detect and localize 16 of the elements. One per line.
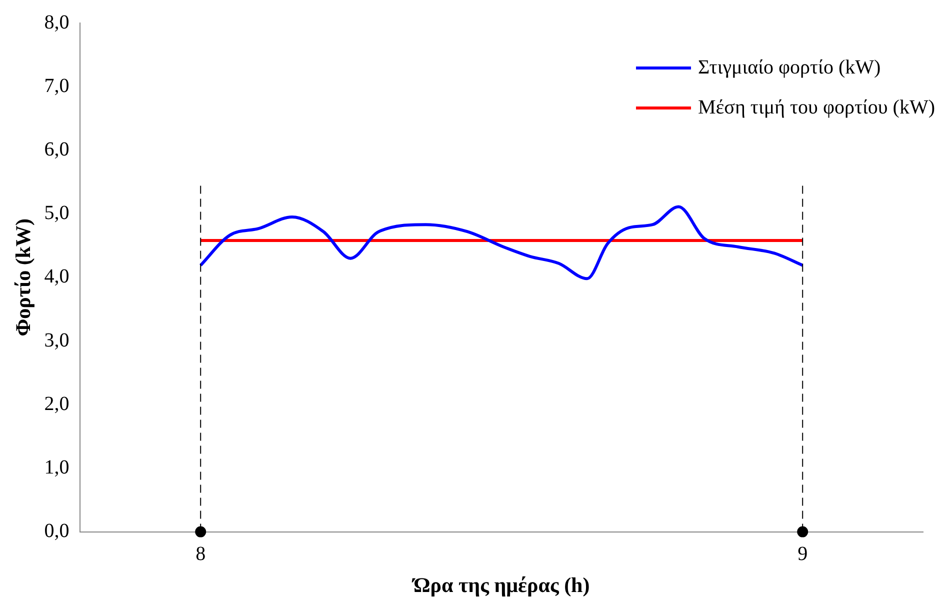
- x-tick-label: 9: [798, 543, 808, 566]
- y-tick-label: 4,0: [44, 266, 70, 288]
- y-tick-label: 5,0: [44, 202, 70, 224]
- legend-label: Μέση τιμή του φορτίου (kW): [698, 96, 936, 118]
- y-tick-label: 3,0: [44, 329, 70, 352]
- x-tick-label: 8: [196, 543, 206, 566]
- legend-label: Στιγμιαίο φορτίο (kW): [698, 56, 881, 78]
- y-tick-label: 2,0: [44, 392, 70, 415]
- y-tick-label: 1,0: [44, 456, 70, 478]
- y-tick-label: 0,0: [44, 520, 70, 542]
- x-axis-title: Ώρα της ημέρας (h): [411, 572, 590, 597]
- y-axis-title: Φορτίο (kW): [11, 218, 36, 336]
- line-series: [199, 205, 804, 280]
- y-tick-label: 7,0: [44, 74, 70, 97]
- y-tick-label: 6,0: [44, 138, 70, 160]
- y-tick-label: 8,0: [44, 11, 70, 34]
